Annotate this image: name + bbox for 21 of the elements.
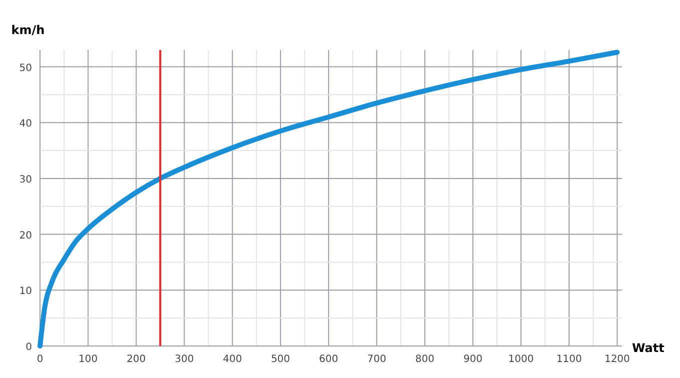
x-tick-label: 600 — [319, 354, 338, 365]
y-tick-label: 30 — [19, 174, 32, 186]
x-tick-label: 900 — [463, 354, 482, 365]
x-tick-label: 200 — [126, 354, 146, 365]
x-tick-label: 700 — [367, 354, 386, 365]
x-tick-label: 1200 — [604, 354, 630, 365]
x-axis-title: Watt — [632, 341, 665, 355]
x-tick-label: 1100 — [556, 354, 582, 365]
x-tick-label: 1000 — [508, 354, 534, 365]
y-axis-title: km/h — [11, 23, 45, 37]
y-tick-label: 50 — [19, 62, 32, 74]
x-tick-label: 300 — [174, 354, 194, 365]
x-tick-label: 800 — [415, 354, 434, 365]
y-tick-label: 0 — [26, 342, 32, 353]
x-tick-label: 100 — [78, 354, 98, 365]
x-tick-label: 500 — [270, 354, 290, 365]
y-tick-label: 40 — [19, 118, 32, 130]
y-tick-label: 20 — [19, 230, 32, 242]
x-tick-label: 400 — [222, 354, 242, 365]
y-tick-label: 10 — [19, 286, 32, 298]
x-tick-label: 0 — [36, 354, 44, 365]
